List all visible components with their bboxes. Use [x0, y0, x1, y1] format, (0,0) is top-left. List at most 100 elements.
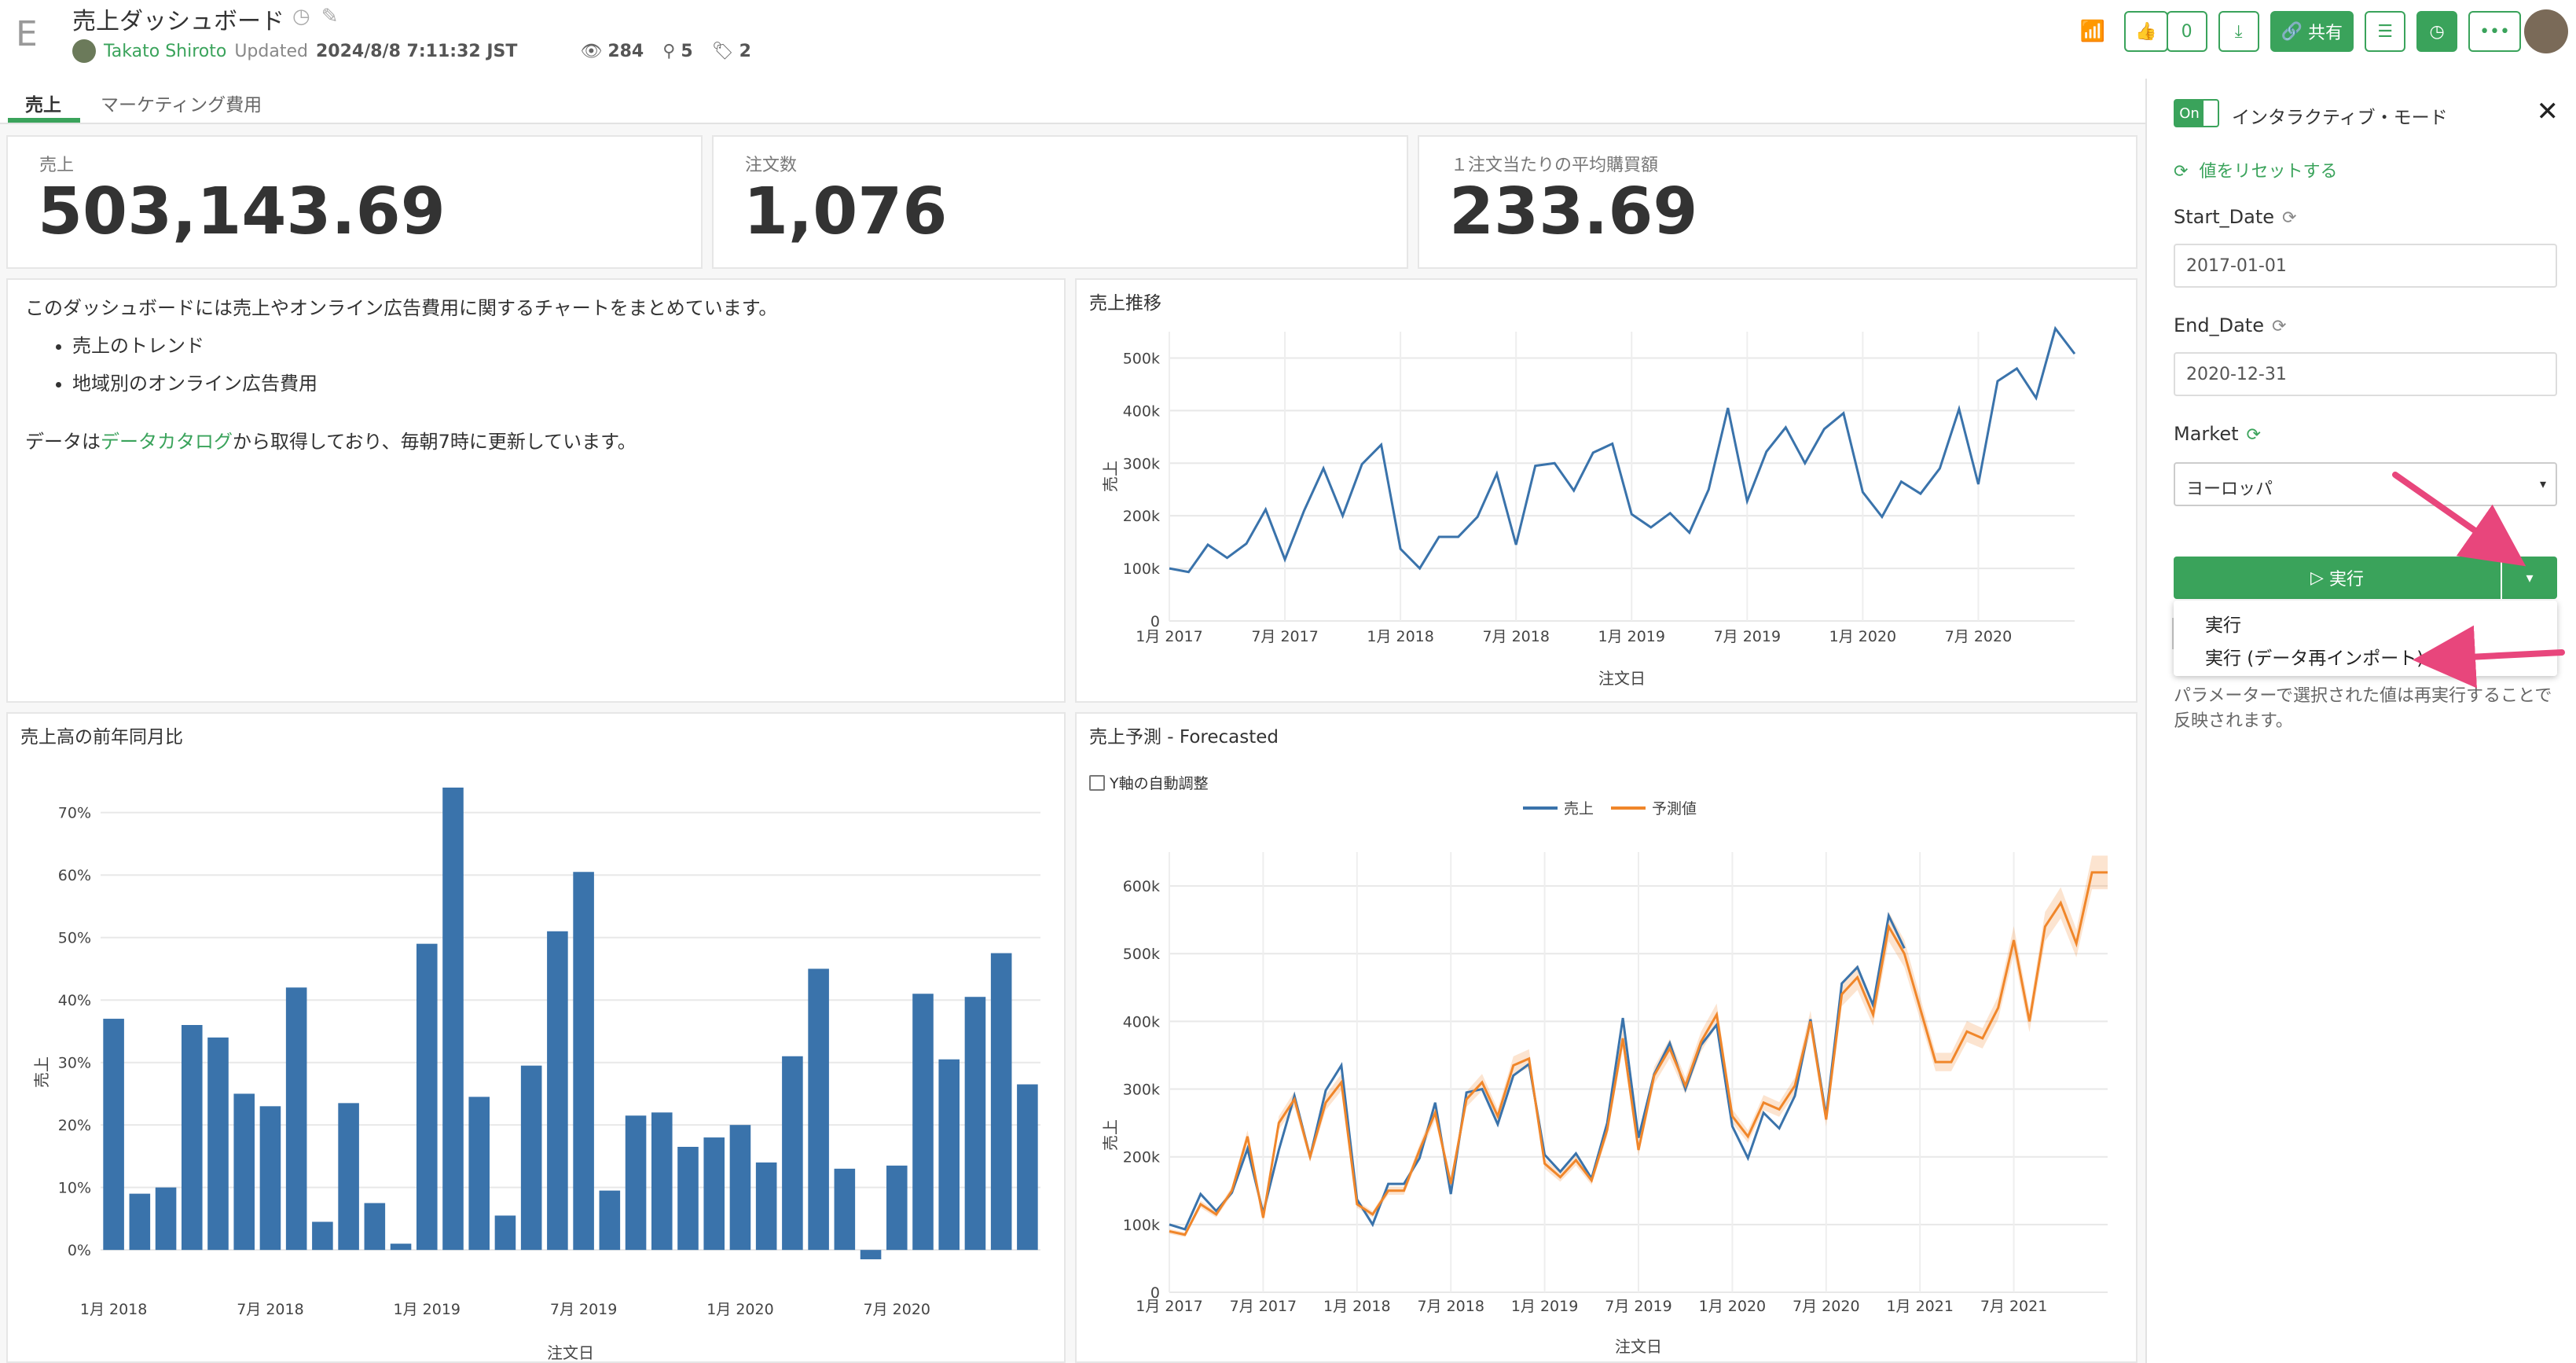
bar: [520, 1065, 542, 1251]
x-tick-label: 1月 2019: [1598, 628, 1665, 645]
author-name[interactable]: Takato Shiroto: [104, 41, 227, 61]
tab-sales[interactable]: 売上: [25, 95, 61, 116]
share-button[interactable]: 🔗 共有: [2270, 11, 2354, 52]
edit-icon[interactable]: ✎: [321, 5, 339, 28]
bar: [990, 953, 1012, 1251]
views-stat: 👁 284: [580, 42, 644, 61]
x-tick-label: 7月 2018: [1482, 628, 1549, 645]
bar: [207, 1037, 229, 1251]
interactive-toggle[interactable]: On: [2174, 99, 2219, 127]
y-tick-label: 30%: [58, 1055, 91, 1072]
bar: [285, 987, 307, 1251]
bar: [651, 1112, 673, 1251]
download-button[interactable]: ⤓: [2218, 11, 2259, 52]
tag-icon: 🏷: [711, 41, 734, 61]
param-label-market: Market ⟳: [2174, 423, 2261, 445]
play-icon: ▷: [2310, 568, 2324, 588]
menu-item-run-reimport[interactable]: 実行 (データ再インポート): [2205, 648, 2424, 669]
bar: [129, 1193, 151, 1251]
kpi-value: 503,143.69: [38, 175, 446, 249]
x-tick-label: 7月 2017: [1251, 628, 1318, 645]
history-icon[interactable]: ◷: [292, 5, 310, 28]
reset-values-link[interactable]: ⟳ 値をリセットする: [2174, 157, 2337, 182]
x-axis-label: 注文日: [1615, 1337, 1662, 1356]
run-label: 実行: [2328, 570, 2364, 590]
more-icon: •••: [2479, 21, 2510, 42]
x-tick-label: 7月 2019: [1714, 628, 1781, 645]
x-tick-label: 7月 2020: [864, 1301, 930, 1318]
views-count: 284: [607, 41, 644, 61]
users-count: 5: [681, 41, 693, 61]
tags-count: 2: [739, 41, 751, 61]
run-button[interactable]: ▷ 実行: [2174, 557, 2501, 599]
x-tick-label: 1月 2019: [394, 1301, 461, 1318]
bar: [468, 1097, 490, 1251]
app-logo[interactable]: E: [16, 14, 38, 54]
kpi-card-avg: １注文当たりの平均購買額 233.69: [1418, 135, 2137, 269]
header-actions: 📶 👍 0 ⤓ 🔗 共有 ☰ ◷ •••: [2080, 11, 2521, 52]
bar: [338, 1103, 359, 1251]
mode-label: インタラクティブ・モード: [2232, 108, 2448, 128]
auto-y-axis-label: Y軸の自動調整: [1110, 775, 1209, 792]
bar: [416, 943, 438, 1251]
tab-marketing[interactable]: マーケティング費用: [101, 95, 262, 116]
header-bar: E 売上ダッシュボード ◷ ✎ Takato Shiroto Updated 20…: [0, 0, 2576, 80]
intro-line1: このダッシュボードには売上やオンライン広告費用に関するチャートをまとめています。: [25, 297, 778, 319]
bar: [364, 1203, 386, 1251]
close-icon[interactable]: ✕: [2536, 96, 2559, 127]
param-label-text: Market: [2174, 423, 2239, 445]
run-options-toggle[interactable]: ▾: [2502, 557, 2557, 599]
y-tick-label: 100k: [1123, 1217, 1160, 1234]
intro-text: このダッシュボードには売上やオンライン広告費用に関するチャートをまとめています。…: [25, 299, 777, 451]
like-button[interactable]: 👍: [2124, 11, 2168, 52]
refresh-icon[interactable]: ⟳: [2282, 208, 2297, 228]
y-tick-label: 60%: [58, 867, 91, 884]
bar: [677, 1147, 699, 1251]
clock-icon: ◷: [2429, 21, 2445, 42]
y-tick-label: 40%: [58, 992, 91, 1009]
x-tick-label: 7月 2020: [1793, 1298, 1859, 1315]
x-axis-label: 注文日: [547, 1343, 594, 1362]
schedule-button[interactable]: ◷: [2416, 11, 2458, 52]
y-tick-label: 500k: [1123, 946, 1160, 963]
x-tick-label: 1月 2021: [1886, 1298, 1953, 1315]
more-button[interactable]: •••: [2468, 11, 2521, 52]
run-options-menu: 実行 実行 (データ再インポート): [2174, 601, 2557, 676]
y-tick-label: 100k: [1123, 560, 1160, 578]
bar: [912, 994, 934, 1251]
refresh-icon[interactable]: ⟳: [2271, 317, 2287, 336]
user-avatar[interactable]: [2524, 9, 2568, 53]
forecast-chart: 0 100k 200k 300k 400k 500k 600k 1月 2017 7月 2017 1…: [1101, 800, 2108, 1356]
y-tick-label: 300k: [1123, 455, 1160, 472]
end-date-input[interactable]: [2174, 352, 2557, 396]
page-title: 売上ダッシュボード: [72, 8, 284, 35]
interactive-mode-panel: On インタラクティブ・モード ✕ ⟳ 値をリセットする Start_Date ⟳…: [2145, 79, 2576, 1363]
intro-bullets: 売上のトレンド 地域別のオンライン広告費用: [25, 336, 777, 393]
kpi-label: １注文当たりの平均購買額: [1451, 156, 1659, 175]
refresh-icon[interactable]: ⟳: [2246, 425, 2261, 445]
author-avatar: [72, 39, 96, 63]
wifi-icon: 📶: [2079, 20, 2106, 43]
sliders-icon: ☰: [2377, 21, 2393, 42]
data-catalog-link[interactable]: データカタログ: [101, 431, 233, 453]
market-select[interactable]: ヨーロッパ ▾: [2174, 462, 2557, 506]
bar: [103, 1019, 124, 1251]
filter-settings-button[interactable]: ☰: [2365, 11, 2406, 52]
tags-stat[interactable]: 🏷 2: [712, 42, 751, 61]
auto-y-axis-checkbox[interactable]: [1089, 774, 1105, 791]
dashboard-tabs: 売上 マーケティング費用: [0, 79, 2145, 124]
eye-icon: 👁: [580, 41, 603, 61]
page-stats: 👁 284 ⚲ 5 🏷 2: [580, 42, 751, 61]
thumbs-up-icon: 👍: [2135, 21, 2157, 42]
forecast-line: [1169, 871, 2108, 1236]
updated-prefix: Updated: [234, 41, 308, 61]
intro-card: このダッシュボードには売上やオンライン広告費用に関するチャートをまとめています。…: [6, 278, 1066, 703]
x-tick-label: 1月 2017: [1136, 628, 1202, 645]
start-date-input[interactable]: [2174, 244, 2557, 288]
active-tab-indicator: [8, 118, 80, 123]
menu-item-run[interactable]: 実行: [2205, 615, 2241, 636]
kpi-label: 注文数: [745, 156, 798, 175]
x-tick-label: 1月 2019: [1511, 1298, 1578, 1315]
x-tick-label: 7月 2018: [237, 1301, 303, 1318]
y-tick-label: 300k: [1123, 1082, 1160, 1099]
